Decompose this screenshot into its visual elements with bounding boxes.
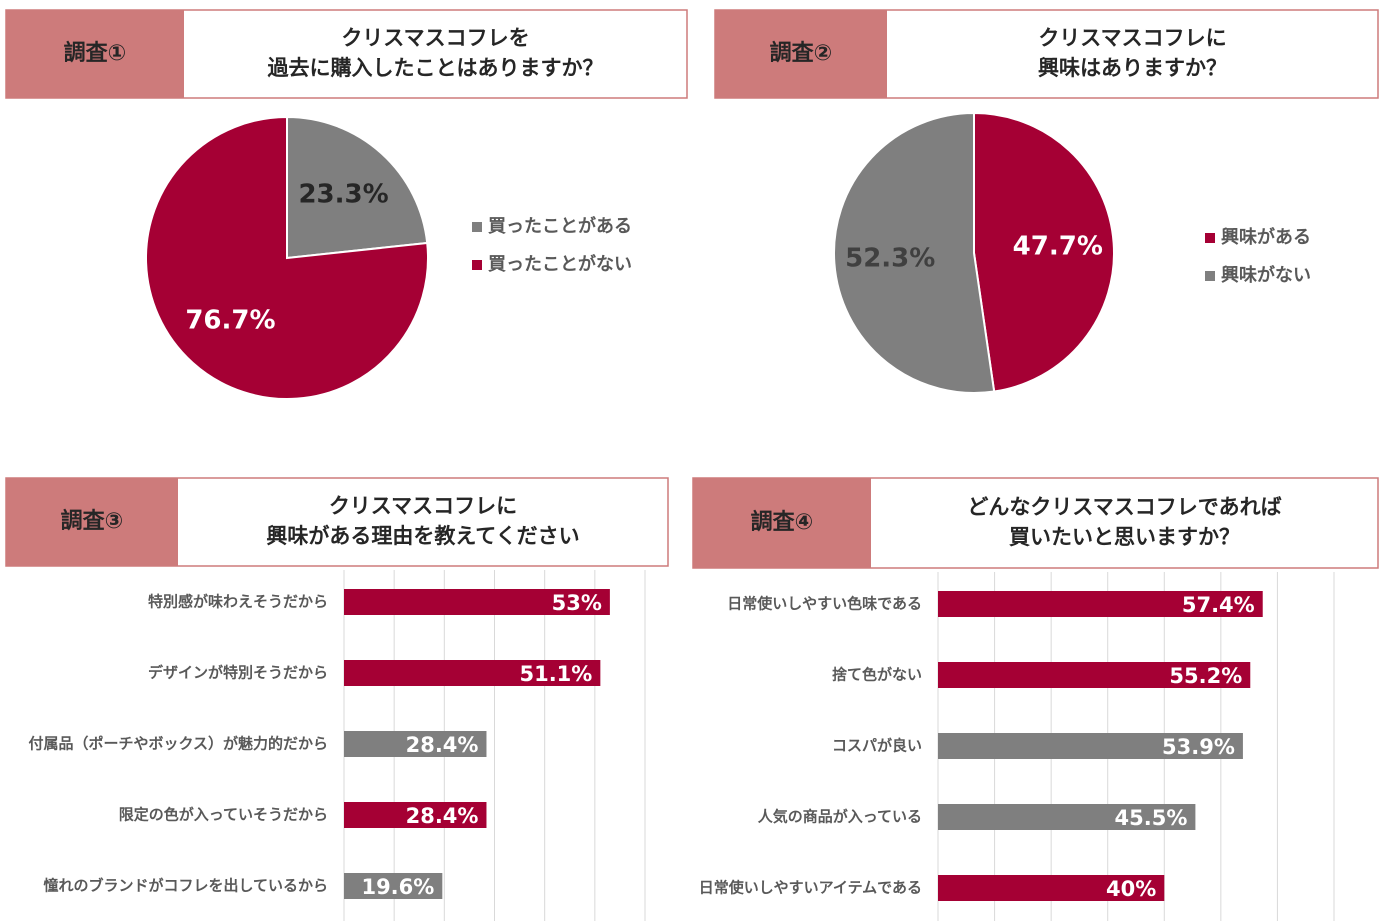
legend-label: 買ったことがない bbox=[488, 253, 632, 275]
value-label: 53.9% bbox=[1162, 735, 1235, 759]
category-label: 捨て色がない bbox=[832, 666, 922, 684]
category-label: コスパが良い bbox=[832, 737, 922, 755]
pie-slice bbox=[145, 115, 429, 400]
value-label: 40% bbox=[1106, 877, 1156, 901]
legend-swatch bbox=[472, 222, 482, 232]
category-label: 日常使いしやすいアイテムである bbox=[699, 879, 922, 897]
header-label: 調査④ bbox=[751, 509, 814, 535]
value-label: 55.2% bbox=[1169, 664, 1242, 688]
bar bbox=[344, 873, 443, 899]
header-box bbox=[715, 10, 887, 98]
chart-title: 買いたいと思いますか？ bbox=[1009, 525, 1240, 549]
category-label: デザインが特別そうだから bbox=[148, 664, 328, 682]
legend-swatch bbox=[1205, 233, 1215, 243]
chart-title: 興味がある理由を教えてください bbox=[266, 524, 579, 548]
category-label: 憧れのブランドがコフレを出しているから bbox=[43, 877, 328, 895]
category-label: 日常使いしやすい色味である bbox=[727, 595, 922, 613]
value-label: 53% bbox=[552, 591, 602, 615]
legend-label: 興味がない bbox=[1221, 264, 1311, 286]
legend-label: 興味がある bbox=[1221, 226, 1311, 248]
bar bbox=[938, 804, 1196, 830]
legend-swatch bbox=[472, 260, 482, 270]
pie-label: 47.7% bbox=[1013, 231, 1103, 261]
value-label: 57.4% bbox=[1182, 593, 1255, 617]
header-box bbox=[693, 478, 871, 568]
category-label: 特別感が味わえそうだから bbox=[148, 593, 328, 611]
value-label: 19.6% bbox=[361, 875, 434, 899]
category-label: 付属品（ポーチやボックス）が魅力的だから bbox=[28, 735, 328, 753]
bar bbox=[938, 591, 1263, 617]
legend-label: 買ったことがある bbox=[488, 215, 632, 237]
bar bbox=[938, 875, 1165, 901]
bar bbox=[344, 731, 487, 757]
pie-slice bbox=[973, 111, 1115, 393]
bar bbox=[344, 660, 601, 686]
header-box bbox=[6, 478, 178, 566]
value-label: 51.1% bbox=[519, 662, 592, 686]
category-label: 人気の商品が入っている bbox=[758, 808, 922, 826]
value-label: 28.4% bbox=[406, 804, 479, 828]
chart-title: どんなクリスマスコフレであれば bbox=[967, 495, 1281, 519]
value-label: 28.4% bbox=[406, 733, 479, 757]
pie-slice bbox=[286, 115, 429, 260]
bar bbox=[938, 662, 1251, 688]
value-label: 45.5% bbox=[1115, 806, 1188, 830]
category-label: 限定の色が入っていそうだから bbox=[119, 806, 328, 824]
legend-swatch bbox=[1205, 271, 1215, 281]
chart-title: クリスマスコフレを bbox=[341, 26, 529, 50]
bar bbox=[938, 733, 1243, 759]
pie-label: 23.3% bbox=[298, 180, 388, 210]
pie-slice bbox=[833, 111, 996, 394]
chart-title: 興味はありますか？ bbox=[1038, 56, 1227, 80]
header-label: 調査② bbox=[770, 40, 833, 66]
header-box bbox=[6, 10, 184, 98]
bar bbox=[344, 589, 610, 615]
bar bbox=[344, 802, 487, 828]
chart-title: クリスマスコフレに bbox=[329, 494, 517, 518]
chart-title: クリスマスコフレに bbox=[1038, 26, 1226, 50]
pie-label: 76.7% bbox=[185, 305, 275, 335]
pie-label: 52.3% bbox=[845, 244, 935, 274]
header-label: 調査③ bbox=[61, 508, 124, 534]
header-label: 調査① bbox=[64, 40, 127, 66]
chart-title: 過去に購入したことはありますか？ bbox=[268, 56, 604, 80]
